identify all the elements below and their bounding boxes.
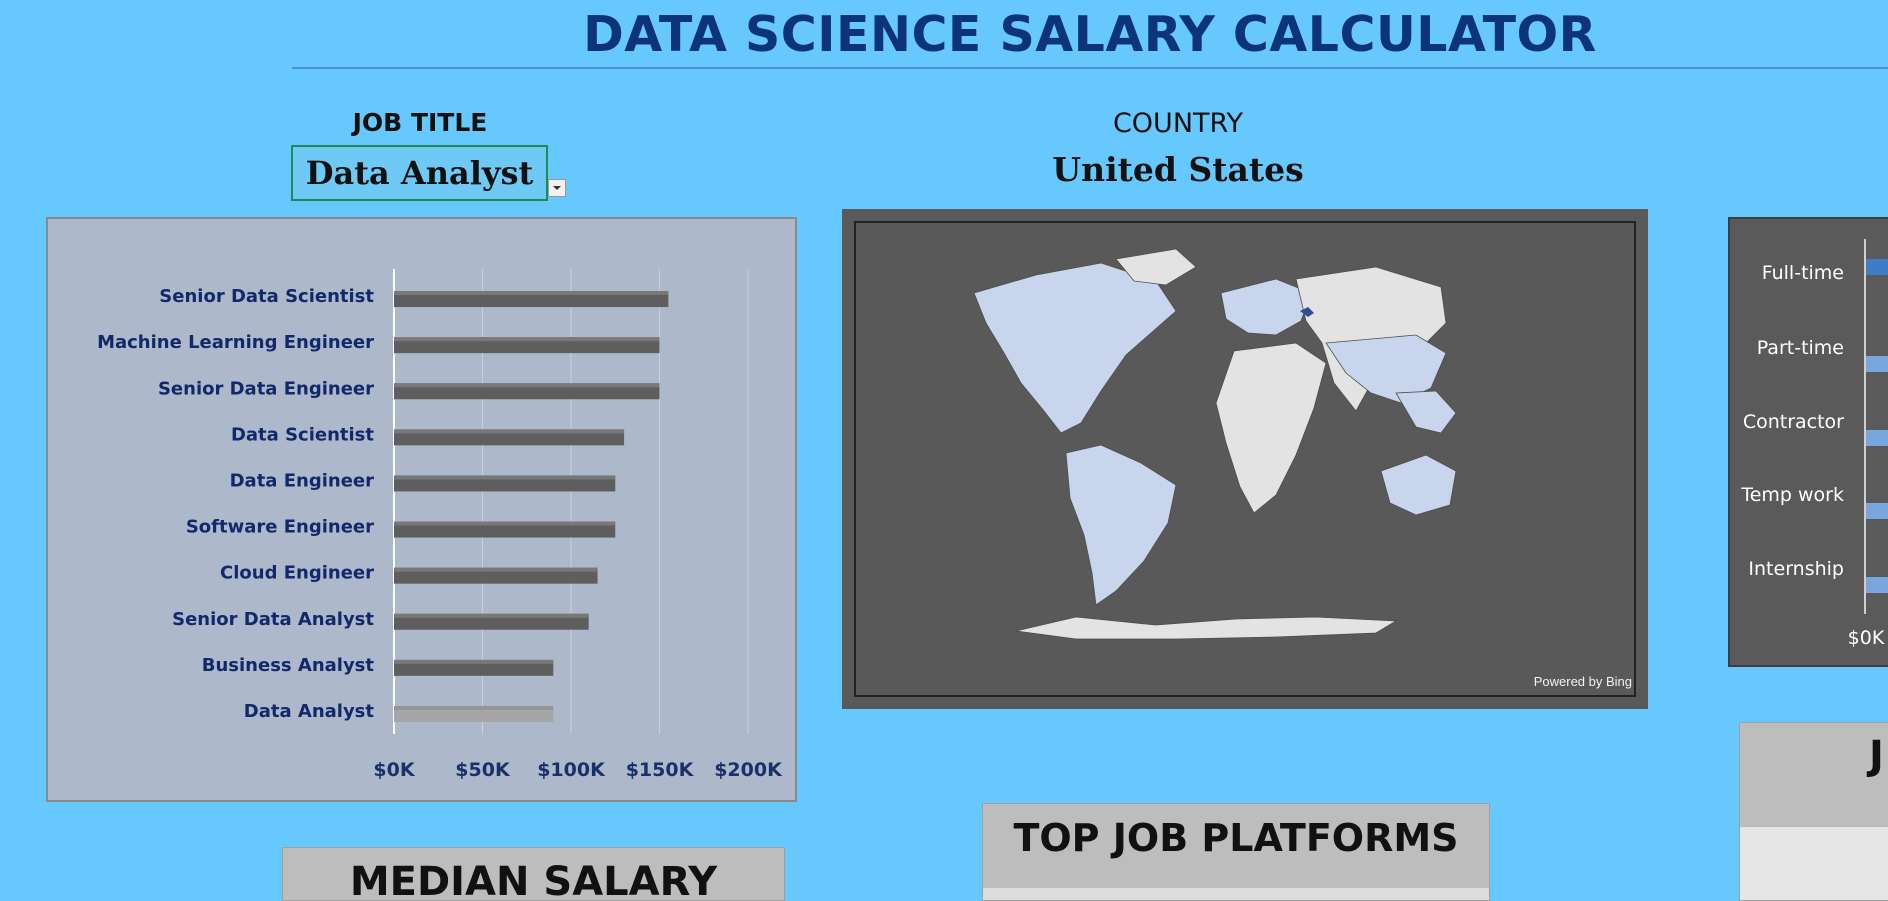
category-label: Software Engineer [186,517,374,538]
category-label: Business Analyst [202,655,375,676]
category-label: Senior Data Scientist [159,286,374,307]
partial-card-body [1740,827,1888,900]
map-antarctica [1015,616,1398,640]
country-label: COUNTRY [1112,108,1244,139]
bar-highlight [394,567,598,572]
bar-highlight [394,475,616,480]
country-map: Powered by Bing [842,209,1648,709]
category-label: Data Engineer [230,470,375,491]
category-label: Full-time [1762,262,1844,284]
category-label: Internship [1748,558,1844,580]
bar [1866,356,1888,372]
map-australia [1380,454,1457,516]
map-greenland [1115,248,1197,286]
bar [1866,503,1888,519]
category-label: Cloud Engineer [220,563,374,584]
category-label: Senior Data Engineer [158,378,374,399]
bing-attribution: Powered by Bing [1533,674,1632,689]
map-europe [1220,278,1312,336]
job-title-dropdown[interactable]: Data Analyst [291,145,548,201]
map-north-america [973,262,1177,434]
top-job-platforms-heading: TOP JOB PLATFORMS [1013,816,1459,860]
x-tick-label: $0K [373,759,415,781]
category-label: Data Scientist [231,424,374,445]
partial-card-heading: J [1869,733,1884,779]
x-tick-label: $200K [714,759,783,781]
map-africa [1215,342,1327,514]
bar-highlight [394,613,589,618]
employment-type-chart: Full-time Part-time Contractor Temp work Int… [1728,217,1888,667]
job-title-label: JOB TITLE [352,108,488,137]
median-salary-card: MEDIAN SALARY [282,847,785,901]
median-salary-heading: MEDIAN SALARY [349,859,718,901]
bar [1866,430,1888,446]
category-label: Data Analyst [244,701,375,722]
x-tick-label: $100K [537,759,606,781]
title-divider [292,67,1888,69]
y-axis [1864,239,1866,614]
top-job-platforms-body [983,888,1489,900]
bar-highlight [394,337,660,342]
category-label: Part-time [1757,337,1844,359]
map-south-america [1065,444,1177,606]
bar [1866,259,1888,275]
page-title: DATA SCIENCE SALARY CALCULATOR [583,6,1597,63]
job-salary-chart: $0K $50K $100K $150K $200K Senior Data Scient… [46,217,797,802]
bar-highlight [394,291,669,296]
bar [394,567,598,584]
category-label: Senior Data Analyst [172,609,374,630]
bar-highlight [394,429,625,434]
bar [1866,577,1888,593]
country-value: United States [1052,150,1304,189]
category-label: Machine Learning Engineer [97,332,374,353]
bar-highlight [394,383,660,388]
chevron-down-icon[interactable] [548,179,566,197]
bar-highlight [394,521,616,526]
category-label: Temp work [1740,484,1844,506]
top-job-platforms-card: TOP JOB PLATFORMS [982,803,1490,901]
map-southeast-asia [1395,390,1457,434]
x-tick-label: $0K [1848,627,1885,649]
bar-highlight [394,705,554,710]
partial-card: J [1739,722,1888,901]
map-highlight-region [1300,307,1314,317]
job-title-value: Data Analyst [305,154,534,192]
category-label: Contractor [1743,411,1844,433]
bar-highlight [394,659,554,664]
x-tick-label: $150K [626,759,695,781]
world-map: Powered by Bing [854,221,1636,697]
x-tick-label: $50K [455,759,511,781]
